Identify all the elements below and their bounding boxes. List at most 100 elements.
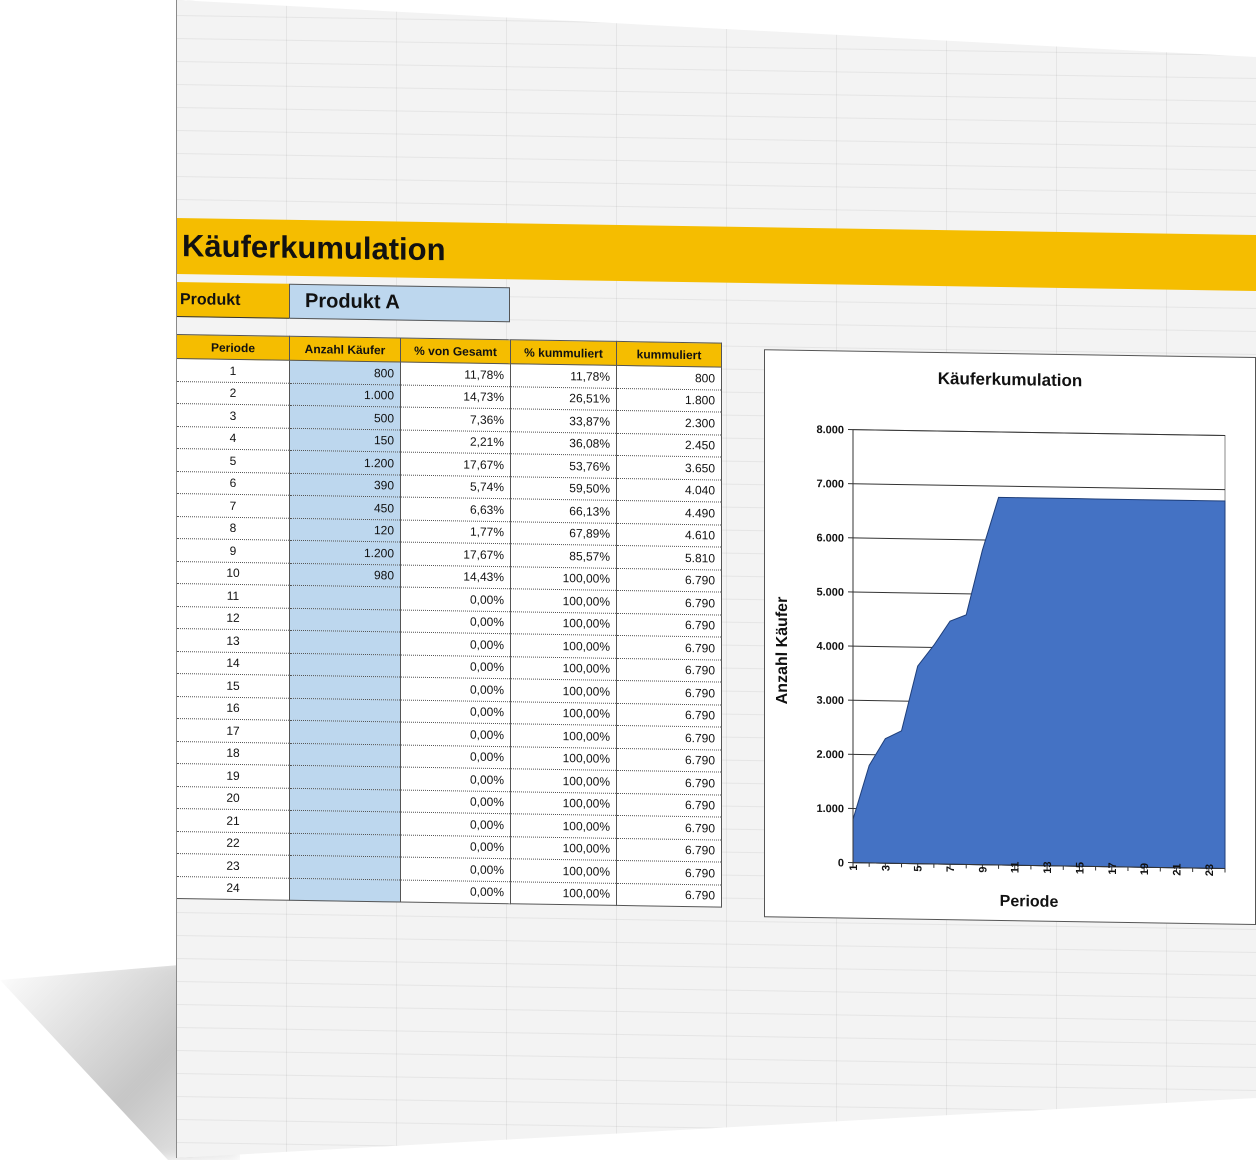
x-tick-label: 3 (880, 865, 892, 871)
y-tick-label: 3.000 (816, 695, 844, 707)
sheet-edge (176, 0, 177, 1158)
cell-prozent-kummuliert: 66,13% (511, 499, 617, 523)
cell-prozent-kummuliert: 100,00% (511, 679, 617, 703)
cell-periode: 2 (177, 381, 290, 405)
cell-anzahl-kaeufer[interactable] (290, 720, 401, 744)
cell-von-gesamt: 0,00% (401, 745, 511, 769)
cell-anzahl-kaeufer[interactable] (290, 675, 401, 699)
cell-prozent-kummuliert: 36,08% (511, 431, 617, 455)
header-anzahl-kaeufer: Anzahl Käufer (290, 336, 401, 362)
cell-prozent-kummuliert: 100,00% (511, 634, 617, 658)
cell-von-gesamt: 0,00% (401, 700, 511, 724)
cell-anzahl-kaeufer[interactable]: 500 (290, 405, 401, 429)
cell-kummuliert: 6.790 (617, 793, 722, 817)
sheet-content: Käuferkumulation Produkt Produkt A Perio… (176, 0, 1256, 1175)
cell-anzahl-kaeufer[interactable]: 150 (290, 428, 401, 452)
cell-anzahl-kaeufer[interactable] (290, 833, 401, 857)
x-tick-label: 21 (1171, 863, 1183, 875)
cell-anzahl-kaeufer[interactable] (290, 810, 401, 834)
x-tick-label: 11 (1010, 861, 1022, 873)
header-prozent-kummuliert: % kummuliert (511, 340, 617, 366)
cell-kummuliert: 4.490 (617, 500, 722, 524)
cell-periode: 9 (177, 539, 290, 563)
cell-von-gesamt: 0,00% (401, 767, 511, 791)
x-tick-label: 13 (1042, 861, 1054, 873)
cell-kummuliert: 3.650 (617, 455, 722, 479)
spreadsheet-sheet: Käuferkumulation Produkt Produkt A Perio… (176, 0, 1256, 1158)
cell-periode: 5 (177, 449, 290, 473)
cell-kummuliert: 6.790 (617, 838, 722, 862)
page-title: Käuferkumulation (182, 228, 446, 268)
cell-von-gesamt: 0,00% (401, 677, 511, 701)
cell-anzahl-kaeufer[interactable] (290, 855, 401, 879)
cell-von-gesamt: 0,00% (401, 722, 511, 746)
x-tick-label: 5 (913, 865, 925, 871)
product-input[interactable]: Produkt A (289, 284, 510, 322)
cell-von-gesamt: 0,00% (401, 835, 511, 859)
cell-von-gesamt: 6,63% (401, 497, 511, 521)
cell-von-gesamt: 0,00% (401, 610, 511, 634)
cell-prozent-kummuliert: 100,00% (511, 656, 617, 680)
cell-kummuliert: 4.610 (617, 523, 722, 547)
cell-anzahl-kaeufer[interactable]: 800 (290, 360, 401, 384)
cell-anzahl-kaeufer[interactable] (290, 630, 401, 654)
cell-anzahl-kaeufer[interactable]: 1.200 (290, 540, 401, 564)
cell-kummuliert: 2.450 (617, 433, 722, 457)
cell-periode: 6 (177, 471, 290, 495)
title-band: Käuferkumulation (176, 218, 1256, 291)
cell-anzahl-kaeufer[interactable]: 980 (290, 563, 401, 587)
cell-anzahl-kaeufer[interactable]: 450 (290, 495, 401, 519)
chart-svg: 01.0002.0003.0004.0005.0006.0007.0008.00… (765, 350, 1256, 926)
cell-anzahl-kaeufer[interactable] (290, 585, 401, 609)
cell-kummuliert: 5.810 (617, 545, 722, 569)
cell-von-gesamt: 0,00% (401, 587, 511, 611)
y-tick-label: 5.000 (816, 586, 844, 598)
data-table: Periode Anzahl Käufer % von Gesamt % kum… (176, 334, 722, 908)
cell-von-gesamt: 1,77% (401, 520, 511, 544)
cell-periode: 17 (177, 719, 290, 743)
cell-kummuliert: 6.790 (617, 883, 722, 907)
cell-periode: 10 (177, 561, 290, 585)
cell-prozent-kummuliert: 100,00% (511, 724, 617, 748)
cell-anzahl-kaeufer[interactable] (290, 698, 401, 722)
cell-prozent-kummuliert: 59,50% (511, 476, 617, 500)
cell-anzahl-kaeufer[interactable] (290, 608, 401, 632)
cell-von-gesamt: 0,00% (401, 790, 511, 814)
cell-kummuliert: 800 (617, 365, 722, 389)
y-tick-label: 6.000 (816, 532, 844, 544)
cell-prozent-kummuliert: 100,00% (511, 814, 617, 838)
cell-periode: 4 (177, 426, 290, 450)
cell-periode: 3 (177, 404, 290, 428)
cell-anzahl-kaeufer[interactable]: 1.000 (290, 383, 401, 407)
cell-prozent-kummuliert: 100,00% (511, 836, 617, 860)
cell-kummuliert: 6.790 (617, 748, 722, 772)
cell-kummuliert: 6.790 (617, 635, 722, 659)
cell-periode: 22 (177, 831, 290, 855)
cell-kummuliert: 2.300 (617, 410, 722, 434)
cell-anzahl-kaeufer[interactable] (290, 765, 401, 789)
x-tick-label: 15 (1074, 862, 1086, 874)
cell-kummuliert: 6.790 (617, 703, 722, 727)
cell-anzahl-kaeufer[interactable]: 1.200 (290, 450, 401, 474)
cell-periode: 15 (177, 674, 290, 698)
cell-prozent-kummuliert: 67,89% (511, 521, 617, 545)
cell-periode: 7 (177, 494, 290, 518)
cell-anzahl-kaeufer[interactable] (290, 743, 401, 767)
cell-von-gesamt: 14,43% (401, 565, 511, 589)
y-axis-title: Anzahl Käufer (774, 597, 791, 705)
cell-von-gesamt: 0,00% (401, 812, 511, 836)
cell-prozent-kummuliert: 100,00% (511, 746, 617, 770)
y-tick-label: 1.000 (816, 803, 844, 815)
cell-anzahl-kaeufer[interactable] (290, 653, 401, 677)
cell-kummuliert: 1.800 (617, 388, 722, 412)
cell-prozent-kummuliert: 33,87% (511, 409, 617, 433)
cell-periode: 20 (177, 786, 290, 810)
cell-prozent-kummuliert: 100,00% (511, 859, 617, 883)
cell-anzahl-kaeufer[interactable] (290, 878, 401, 902)
cell-anzahl-kaeufer[interactable]: 390 (290, 473, 401, 497)
cell-anzahl-kaeufer[interactable] (290, 788, 401, 812)
cell-periode: 24 (177, 876, 290, 900)
cell-prozent-kummuliert: 85,57% (511, 544, 617, 568)
cell-anzahl-kaeufer[interactable]: 120 (290, 518, 401, 542)
